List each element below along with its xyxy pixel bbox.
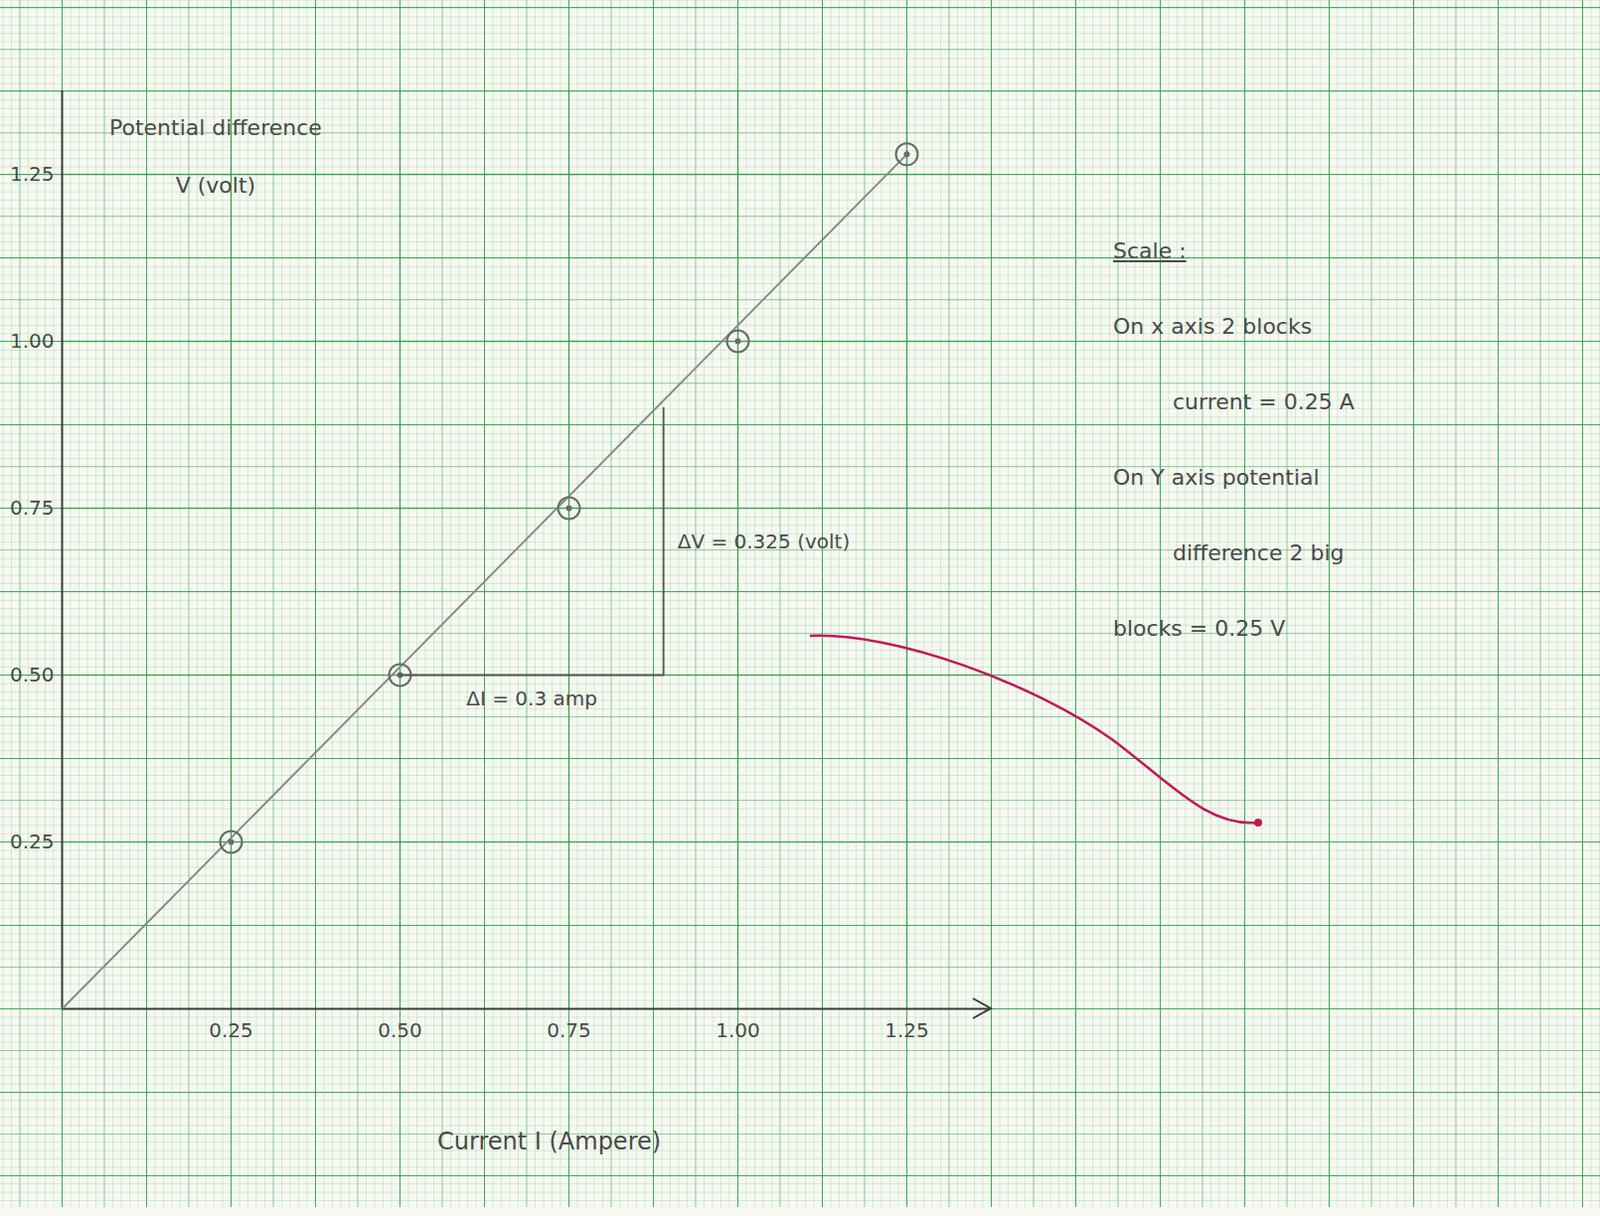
svg-text:0.25: 0.25 (9, 829, 55, 854)
html-text:On Y axis potential: On Y axis potential (1113, 465, 1320, 490)
svg-text:1.00: 1.00 (9, 328, 55, 353)
svg-text:0.25: 0.25 (208, 1018, 254, 1043)
svg-text:0.50: 0.50 (9, 662, 55, 687)
html-text:Current I (Ampere): Current I (Ampere) (437, 1127, 661, 1156)
html-text:Potential difference: Potential difference (109, 115, 322, 141)
html-text:Scale :: Scale : (1113, 238, 1187, 264)
svg-text:0.75: 0.75 (546, 1018, 592, 1043)
html-text:On x axis 2 blocks: On x axis 2 blocks (1113, 314, 1312, 339)
html-text:V (volt): V (volt) (175, 172, 256, 198)
html-text:current = 0.25 A: current = 0.25 A (1172, 389, 1355, 415)
html-text:blocks = 0.25 V: blocks = 0.25 V (1113, 616, 1286, 641)
svg-text:ΔV = 0.325 (volt): ΔV = 0.325 (volt) (677, 529, 851, 554)
svg-text:0.50: 0.50 (377, 1018, 423, 1043)
svg-text:1.25: 1.25 (884, 1018, 930, 1043)
svg-text:1.25: 1.25 (9, 161, 55, 186)
svg-text:0.75: 0.75 (9, 495, 55, 520)
html-text:difference 2 big: difference 2 big (1172, 540, 1345, 566)
svg-text:ΔI = 0.3 amp: ΔI = 0.3 amp (466, 686, 598, 711)
svg-text:1.00: 1.00 (715, 1018, 761, 1043)
